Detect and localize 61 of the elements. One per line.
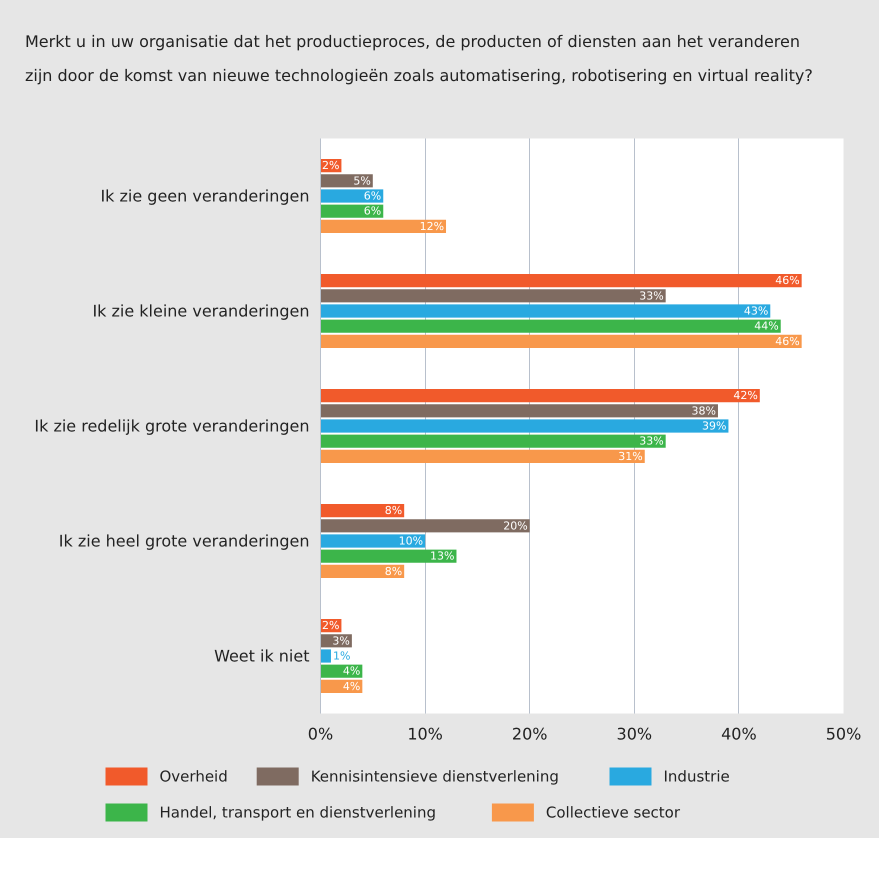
y-tick-label: Ik zie geen veranderingen: [100, 186, 310, 206]
bar: [320, 404, 718, 418]
bar: [320, 334, 802, 348]
data-label: 1%: [332, 650, 350, 662]
data-label: 8%: [384, 504, 402, 518]
x-tick-label: 20%: [512, 724, 548, 744]
y-tick-label: Ik zie heel grote veranderingen: [58, 532, 310, 550]
data-label: 8%: [384, 564, 402, 578]
x-tick-label: 40%: [721, 724, 757, 744]
data-label: 13%: [430, 550, 454, 563]
data-label: 39%: [702, 420, 726, 432]
bar: [320, 304, 770, 318]
y-tick-label: Weet ik niet: [214, 646, 310, 666]
bar: [320, 389, 760, 402]
data-label: 46%: [775, 334, 800, 348]
bar: [320, 174, 373, 188]
data-label: 31%: [618, 450, 643, 463]
data-label: 2%: [322, 159, 340, 172]
data-label: 6%: [364, 190, 382, 202]
x-tick-label: 0%: [308, 724, 334, 744]
x-tick-label: 50%: [826, 724, 862, 744]
bar: [320, 564, 404, 578]
bar: [320, 204, 384, 218]
bar: [320, 434, 666, 448]
data-label: 12%: [420, 220, 444, 233]
legend-label: Overheid: [160, 768, 228, 786]
data-label: 33%: [639, 289, 664, 302]
data-label: 43%: [744, 304, 768, 318]
y-tick-label: Ik zie kleine veranderingen: [92, 302, 310, 320]
data-label: 46%: [775, 274, 800, 288]
data-label: 2%: [322, 619, 340, 632]
bar: [320, 534, 426, 548]
bar: [320, 289, 666, 302]
data-label: 33%: [639, 434, 664, 448]
data-label: 42%: [733, 389, 758, 402]
bar: [320, 320, 781, 333]
x-tick-label: 10%: [407, 724, 443, 744]
data-label: 10%: [398, 534, 424, 548]
chart-title: Merkt u in uw organisatie dat het productieproces, de producten of diensten aan het veranderen zijn door de komst van nieuwe technologieën zoals automatisering, robotisering en virtual reality?: [25, 31, 814, 87]
legend-label: Collectieve sector: [546, 804, 681, 822]
bar: [320, 550, 456, 563]
bar: [320, 419, 728, 433]
bar: [320, 220, 446, 233]
legend-label: Kennisintensieve dienstverlening: [310, 768, 559, 786]
bar: [320, 504, 404, 518]
bar: [320, 519, 530, 532]
bar: [320, 649, 331, 663]
bar: [320, 274, 802, 288]
data-label: 38%: [692, 404, 716, 418]
data-label: 20%: [503, 519, 528, 532]
legend-label: Handel, transport en dienstverlening: [160, 804, 436, 822]
data-label: 44%: [754, 320, 779, 333]
data-label: 6%: [364, 204, 382, 218]
data-label: 5%: [353, 174, 371, 188]
y-tick-label: Ik zie redelijk grote veranderingen: [34, 416, 310, 436]
data-label: 4%: [342, 664, 360, 678]
legend-label: Industrie: [664, 768, 730, 786]
x-tick-label: 30%: [616, 724, 652, 744]
data-label: 4%: [342, 680, 360, 693]
bar: [320, 450, 645, 463]
data-label: 3%: [332, 634, 350, 648]
